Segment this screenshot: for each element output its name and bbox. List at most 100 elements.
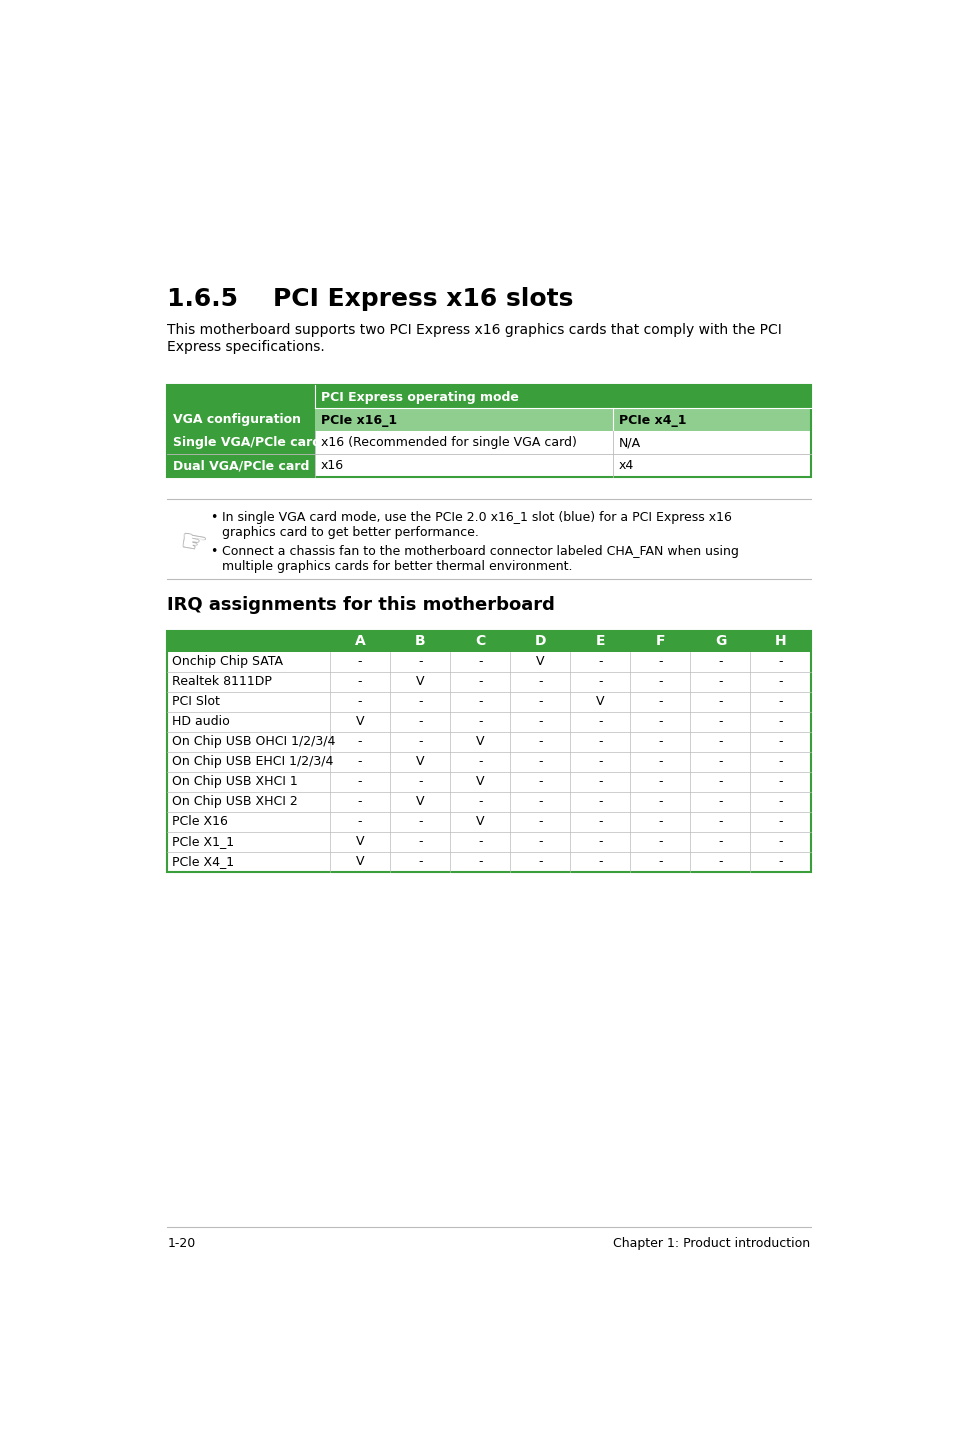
Text: -: - <box>477 674 482 687</box>
Text: -: - <box>778 775 782 788</box>
Text: V: V <box>416 755 424 768</box>
Text: -: - <box>537 835 542 848</box>
Text: -: - <box>778 795 782 808</box>
Text: x16: x16 <box>320 459 343 473</box>
Bar <box>167 631 810 871</box>
Text: -: - <box>537 755 542 768</box>
Text: -: - <box>537 715 542 728</box>
Bar <box>167 385 810 477</box>
Text: -: - <box>598 656 602 669</box>
Bar <box>612 408 810 431</box>
Text: -: - <box>537 775 542 788</box>
Bar <box>612 431 810 454</box>
Text: -: - <box>718 856 722 869</box>
Text: V: V <box>355 856 364 869</box>
Text: -: - <box>598 856 602 869</box>
Text: V: V <box>355 835 364 848</box>
Text: -: - <box>658 656 662 669</box>
Bar <box>167 831 810 851</box>
Text: -: - <box>718 674 722 687</box>
Text: -: - <box>778 656 782 669</box>
Text: x16 (Recommended for single VGA card): x16 (Recommended for single VGA card) <box>320 436 576 449</box>
Text: -: - <box>537 695 542 707</box>
Text: A: A <box>355 634 365 649</box>
Text: -: - <box>718 695 722 707</box>
Text: -: - <box>357 656 362 669</box>
Text: -: - <box>357 695 362 707</box>
Text: -: - <box>778 755 782 768</box>
Text: On Chip USB XHCI 2: On Chip USB XHCI 2 <box>172 795 297 808</box>
Text: V: V <box>355 715 364 728</box>
Text: V: V <box>536 656 544 669</box>
Text: -: - <box>357 775 362 788</box>
Text: -: - <box>357 755 362 768</box>
Text: Single VGA/PCle card: Single VGA/PCle card <box>173 436 321 449</box>
Text: PCle X16: PCle X16 <box>172 815 228 828</box>
Text: -: - <box>718 735 722 748</box>
Bar <box>167 772 810 792</box>
Text: PCle X1_1: PCle X1_1 <box>172 835 233 848</box>
Text: H: H <box>774 634 785 649</box>
Text: -: - <box>778 856 782 869</box>
Text: •: • <box>210 545 217 558</box>
Text: 1.6.5    PCI Express x16 slots: 1.6.5 PCI Express x16 slots <box>167 286 573 311</box>
Text: -: - <box>417 695 422 707</box>
Text: -: - <box>658 735 662 748</box>
Text: -: - <box>778 715 782 728</box>
Text: D: D <box>534 634 545 649</box>
Text: In single VGA card mode, use the PCIe 2.0 x16_1 slot (blue) for a PCI Express x1: In single VGA card mode, use the PCIe 2.… <box>221 512 731 539</box>
Bar <box>612 454 810 477</box>
Text: -: - <box>417 775 422 788</box>
Bar <box>167 651 810 672</box>
Text: Dual VGA/PCle card: Dual VGA/PCle card <box>173 459 310 473</box>
Text: -: - <box>477 835 482 848</box>
Text: ☞: ☞ <box>176 528 209 561</box>
Text: -: - <box>718 835 722 848</box>
Text: -: - <box>417 735 422 748</box>
Text: -: - <box>417 835 422 848</box>
Text: -: - <box>658 835 662 848</box>
Text: PCle X4_1: PCle X4_1 <box>172 856 233 869</box>
Text: -: - <box>357 674 362 687</box>
Text: -: - <box>357 735 362 748</box>
Text: -: - <box>357 815 362 828</box>
Bar <box>167 712 810 732</box>
Text: E: E <box>595 634 604 649</box>
Text: C: C <box>475 634 485 649</box>
Text: -: - <box>658 674 662 687</box>
Text: V: V <box>596 695 604 707</box>
Text: -: - <box>357 795 362 808</box>
Text: -: - <box>537 674 542 687</box>
Text: On Chip USB XHCI 1: On Chip USB XHCI 1 <box>172 775 297 788</box>
Text: -: - <box>658 856 662 869</box>
Bar <box>167 454 314 477</box>
Text: This motherboard supports two PCI Express x16 graphics cards that comply with th: This motherboard supports two PCI Expres… <box>167 324 781 354</box>
Text: x4: x4 <box>618 459 634 473</box>
Text: -: - <box>598 674 602 687</box>
Text: -: - <box>417 856 422 869</box>
Text: 1-20: 1-20 <box>167 1237 195 1250</box>
Text: -: - <box>778 674 782 687</box>
Bar <box>167 851 810 871</box>
Text: Connect a chassis fan to the motherboard connector labeled CHA_FAN when using
mu: Connect a chassis fan to the motherboard… <box>221 545 738 574</box>
Text: PCIe x4_1: PCIe x4_1 <box>618 414 686 427</box>
Text: -: - <box>417 715 422 728</box>
Bar <box>167 692 810 712</box>
Text: -: - <box>718 715 722 728</box>
Text: VGA configuration: VGA configuration <box>173 413 301 426</box>
Text: -: - <box>477 856 482 869</box>
Text: -: - <box>537 795 542 808</box>
Text: V: V <box>476 735 484 748</box>
Bar <box>167 732 810 752</box>
Text: -: - <box>718 656 722 669</box>
Text: V: V <box>476 815 484 828</box>
Text: -: - <box>778 815 782 828</box>
Text: IRQ assignments for this motherboard: IRQ assignments for this motherboard <box>167 597 555 614</box>
Text: -: - <box>598 775 602 788</box>
Text: F: F <box>655 634 664 649</box>
Text: Onchip Chip SATA: Onchip Chip SATA <box>172 656 283 669</box>
Text: -: - <box>598 795 602 808</box>
Bar <box>167 385 810 408</box>
Text: -: - <box>598 755 602 768</box>
Text: -: - <box>718 775 722 788</box>
